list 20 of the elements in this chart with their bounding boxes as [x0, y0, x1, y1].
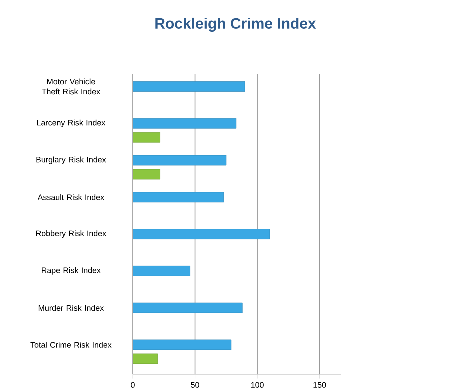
bar — [133, 302, 243, 314]
y-tick-label: Larceny Risk Index — [37, 120, 106, 128]
bar — [133, 81, 246, 92]
y-tick-label: Rape Risk Index — [42, 267, 101, 275]
chart-title: Rockleigh Crime Index — [156, 18, 316, 32]
bar — [133, 266, 190, 276]
y-tick-label: Murder Risk Index — [38, 304, 104, 311]
y-tick-label: Assault Risk Index — [38, 194, 104, 200]
bar — [133, 132, 161, 143]
bar — [133, 228, 270, 240]
x-tick-label: 0 — [131, 382, 135, 388]
y-tick-label: Robbery Risk Index — [36, 230, 106, 238]
x-tick-label: 100 — [251, 382, 264, 388]
y-tick-label: Burglary Risk Index — [36, 156, 106, 164]
bar — [133, 118, 237, 129]
y-tick-label: Motor Vehicle Theft Risk Index — [42, 78, 100, 94]
x-tick-label: 150 — [314, 382, 326, 388]
bar — [133, 192, 224, 202]
x-tick-label: 50 — [191, 382, 200, 388]
y-tick-label: Total Crime Risk Index — [30, 342, 112, 348]
